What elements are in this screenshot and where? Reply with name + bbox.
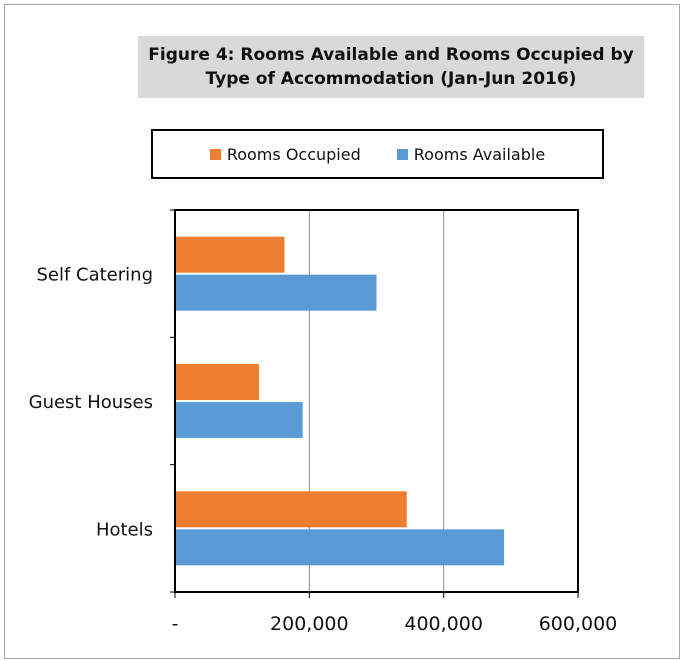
category-label-guest-houses: Guest Houses (29, 392, 153, 413)
bar-rooms-occupied-hotels (175, 491, 407, 528)
chart-title-box: Figure 4: Rooms Available and Rooms Occu… (138, 36, 644, 98)
bar-rooms-occupied-guest-houses (175, 364, 259, 400)
legend-swatch-rooms-available (396, 148, 408, 160)
legend-swatch-rooms-occupied (209, 148, 221, 160)
plot-area-border (174, 209, 579, 593)
bar-rooms-occupied-self-catering (175, 236, 285, 273)
x-tick-label-2: 400,000 (404, 613, 483, 635)
chart-title: Figure 4: Rooms Available and Rooms Occu… (148, 45, 634, 89)
bar-rooms-available-hotels (175, 529, 505, 566)
legend-label-rooms-occupied: Rooms Occupied (226, 144, 361, 164)
category-label-self-catering: Self Catering (36, 265, 153, 286)
legend-item-rooms-occupied: Rooms Occupied (209, 144, 361, 164)
bar-rooms-available-guest-houses (175, 402, 303, 438)
x-tick-label-1: 200,000 (270, 613, 349, 635)
x-tick-label-3: 600,000 (539, 613, 618, 635)
legend-label-rooms-available: Rooms Available (413, 144, 546, 164)
legend-item-rooms-available: Rooms Available (396, 144, 546, 164)
bar-rooms-available-self-catering (175, 274, 377, 311)
chart-legend: Rooms Occupied Rooms Available (151, 129, 604, 179)
x-tick-label-0: - (172, 613, 179, 635)
category-label-hotels: Hotels (96, 519, 153, 540)
